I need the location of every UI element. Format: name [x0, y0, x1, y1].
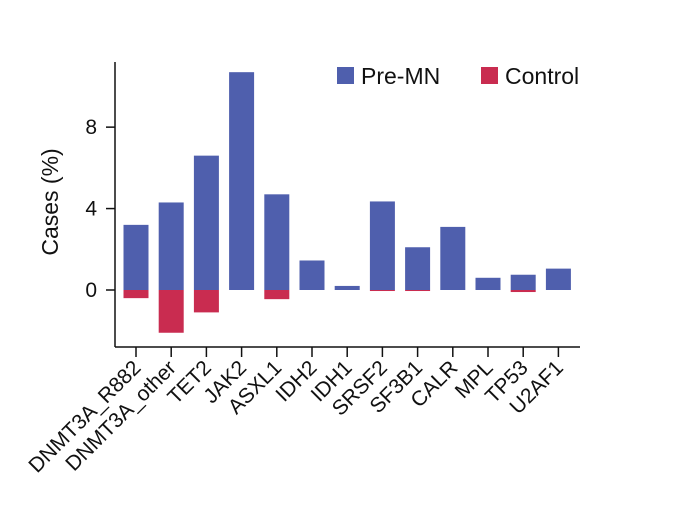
- legend-swatch-pre-mn: [337, 67, 354, 84]
- x-ticks: DNMT3A_R882DNMT3A_otherTET2JAK2ASXL1IDH2…: [24, 347, 568, 477]
- legend-label-pre-mn: Pre-MN: [361, 63, 440, 89]
- bar-control-sf3b1: [405, 290, 431, 292]
- control-series: [123, 290, 536, 333]
- y-tick-label: 4: [85, 198, 97, 221]
- bar-pre-mn-sf3b1: [405, 247, 431, 290]
- bar-pre-mn-srsf2: [369, 201, 395, 290]
- bar-pre-mn-tet2: [193, 155, 219, 290]
- bar-pre-mn-idh2: [299, 260, 325, 290]
- legend: Pre-MN Control: [337, 63, 579, 89]
- bar-control-tp53: [510, 290, 536, 293]
- y-tick-label: 8: [85, 116, 97, 139]
- bar-pre-mn-u2af1: [545, 268, 571, 290]
- y-tick-label: 0: [85, 279, 97, 302]
- bar-pre-mn-asxl1: [264, 194, 290, 290]
- legend-swatch-control: [481, 67, 498, 84]
- pre-mn-series: [123, 72, 571, 290]
- legend-label-control: Control: [505, 63, 579, 89]
- bar-control-dnmt3a-r882: [123, 290, 149, 299]
- bar-pre-mn-dnmt3a-r882: [123, 224, 149, 290]
- bar-pre-mn-jak2: [229, 72, 255, 290]
- bar-pre-mn-calr: [440, 226, 466, 290]
- bar-pre-mn-dnmt3a-other: [158, 202, 184, 290]
- y-ticks: 0 4 8: [85, 116, 115, 302]
- bar-control-srsf2: [369, 290, 395, 292]
- bar-pre-mn-mpl: [475, 277, 501, 290]
- bar-pre-mn-idh1: [334, 285, 360, 290]
- y-axis-label: Cases (%): [37, 148, 63, 255]
- bar-control-dnmt3a-other: [158, 290, 184, 333]
- bar-control-tet2: [193, 290, 219, 313]
- bar-pre-mn-tp53: [510, 274, 536, 290]
- bar-control-asxl1: [264, 290, 290, 300]
